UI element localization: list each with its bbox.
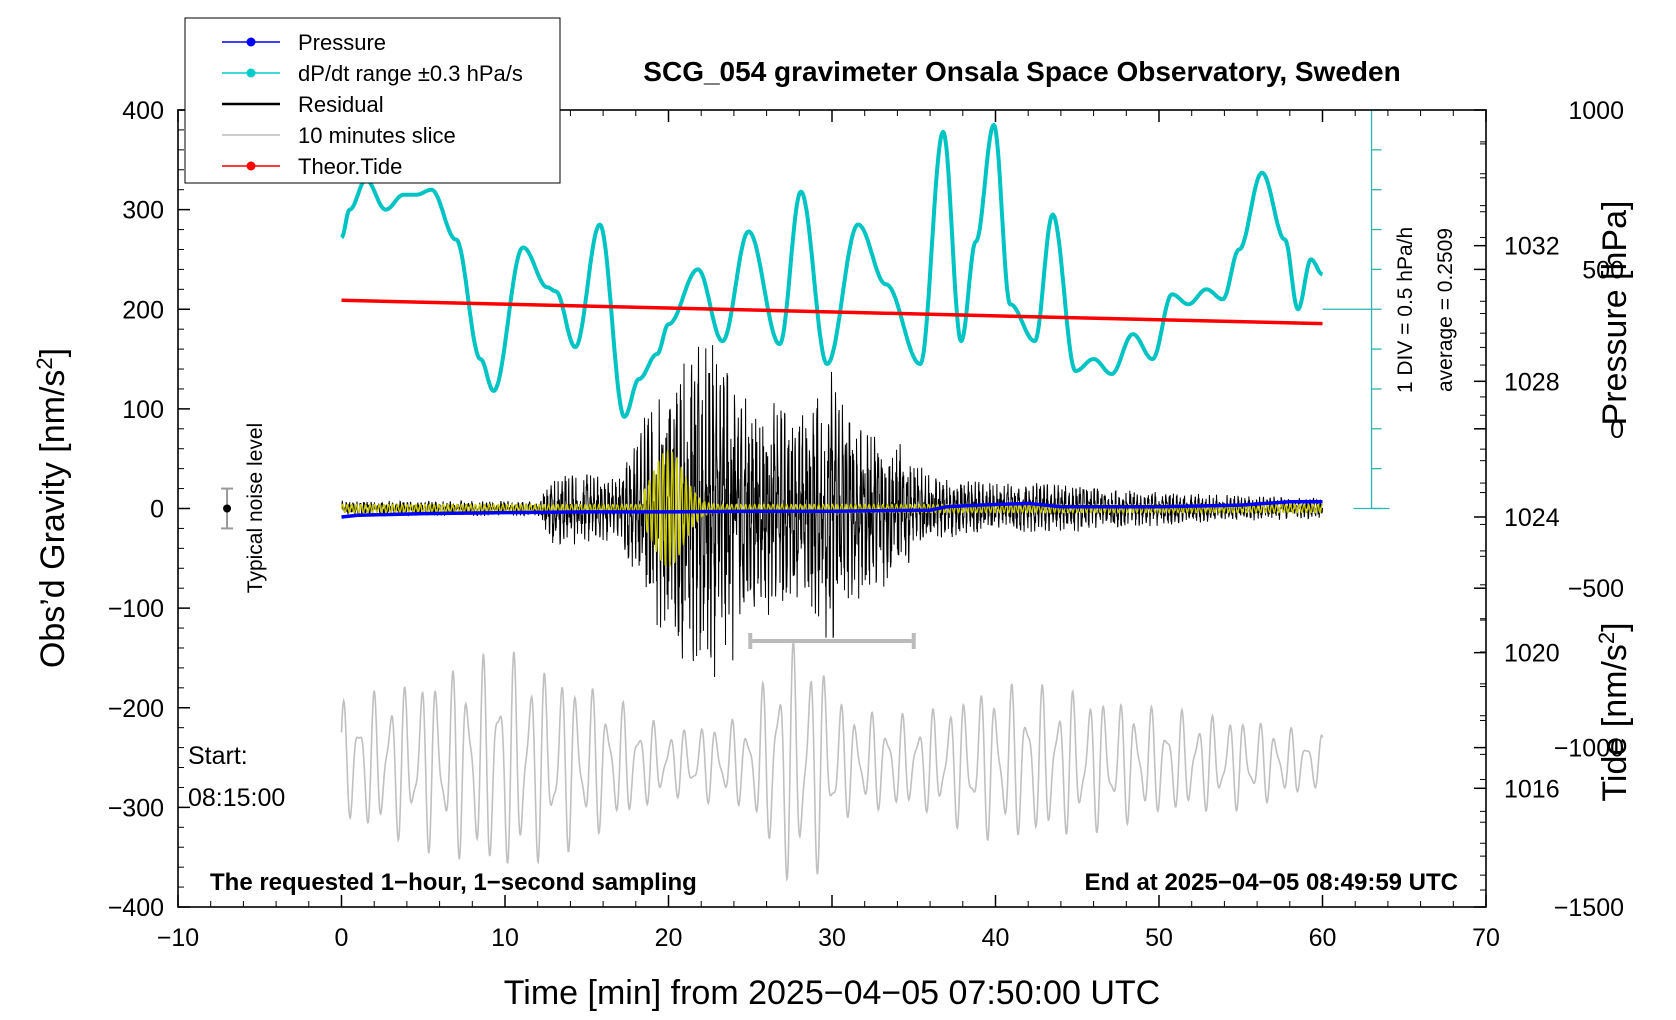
pressure-axis-ticks: 1016 1020 1024 1028 1032 [1474,143,1560,891]
tide-tick-label: 0 [1610,416,1624,444]
legend-label: 10 minutes slice [298,123,456,148]
y-tick-label: 400 [122,97,164,125]
note-sampling: The requested 1−hour, 1−second sampling [210,869,697,896]
x-tick-label: 60 [1309,924,1337,952]
start-time: 08:15:00 [188,784,285,812]
x-axis-ticks: −10 0 10 20 30 40 50 60 70 [157,110,1500,952]
x-tick-label: 10 [491,924,519,952]
y-axis-label-pressure: Pressure [hPa] [1596,201,1634,426]
y-axis-label-tide: Tide [nm/s2] [1594,622,1634,801]
legend-label: dP/dt range ±0.3 hPa/s [298,61,523,86]
tide-tick-label: 1000 [1568,97,1624,125]
y-tick-label: 200 [122,296,164,324]
legend-label: Pressure [298,30,386,55]
dpdt-series [340,122,1324,419]
legend-marker [246,161,256,171]
tide-series [341,298,1323,326]
y-axis-ticks: −400 −300 −200 −100 0 100 200 300 400 [108,97,190,922]
tide-tick-label: 500 [1582,256,1624,284]
y-tick-label: −400 [108,894,164,922]
note-end-time: End at 2025−04−05 08:49:59 UTC [1084,869,1458,896]
x-tick-label: 30 [818,924,846,952]
y-tick-label: −100 [108,595,164,623]
x-axis-label: Time [min] from 2025−04−05 07:50:00 UTC [504,974,1160,1012]
y-axis-label-left: Obs’d Gravity [nm/s2] [32,348,72,668]
residual-series [341,345,1323,678]
legend-box [184,17,561,184]
x-tick-label: 40 [982,924,1010,952]
y-tick-label: 100 [122,396,164,424]
chart-annotations [221,109,1390,650]
legend: Pressure dP/dt range ±0.3 hPa/s Residual 10… [184,17,561,184]
dpdt-line [340,122,1324,419]
legend-label: Residual [298,92,384,117]
chart-title: SCG_054 gravimeter Onsala Space Observat… [643,56,1400,87]
y-tick-label: −200 [108,695,164,723]
y-tick-label: 300 [122,197,164,225]
pressure-series [341,499,1323,519]
start-label: Start: [188,742,248,770]
x-tick-label: 70 [1472,924,1500,952]
tide-tick-label: −1000 [1554,735,1624,763]
pressure-tick-label: 1028 [1504,368,1560,396]
legend-marker [246,37,256,47]
y-tick-label: 0 [150,496,164,524]
x-tick-label: −10 [157,924,199,952]
y-tick-label: −300 [108,794,164,822]
slice-series [340,640,1324,882]
pressure-tick-label: 1032 [1504,233,1560,261]
tide-axis-ticks: −1500 −1000 −500 0 500 1000 [1474,97,1624,922]
noise-bar-center [223,504,232,513]
legend-items: Pressure dP/dt range ±0.3 hPa/s Residual 10… [222,30,523,179]
tide-line [341,298,1323,326]
noise-level-label: Typical noise level [244,423,267,593]
tide-tick-label: −1500 [1554,894,1624,922]
scale-average-label: average = 0.2509 [1434,228,1457,392]
pressure-tick-label: 1020 [1504,640,1560,668]
x-tick-label: 0 [335,924,349,952]
x-tick-label: 50 [1145,924,1173,952]
legend-label: Theor.Tide [298,154,402,179]
x-tick-label: 20 [655,924,683,952]
slice-line [340,640,1324,882]
residual-line [341,345,1323,678]
tide-tick-label: −500 [1568,575,1624,603]
legend-marker [246,68,256,78]
pressure-line [341,499,1323,519]
scale-div-label: 1 DIV = 0.5 hPa/h [1394,227,1417,393]
pressure-tick-label: 1024 [1504,504,1560,532]
pressure-tick-label: 1016 [1504,775,1560,803]
